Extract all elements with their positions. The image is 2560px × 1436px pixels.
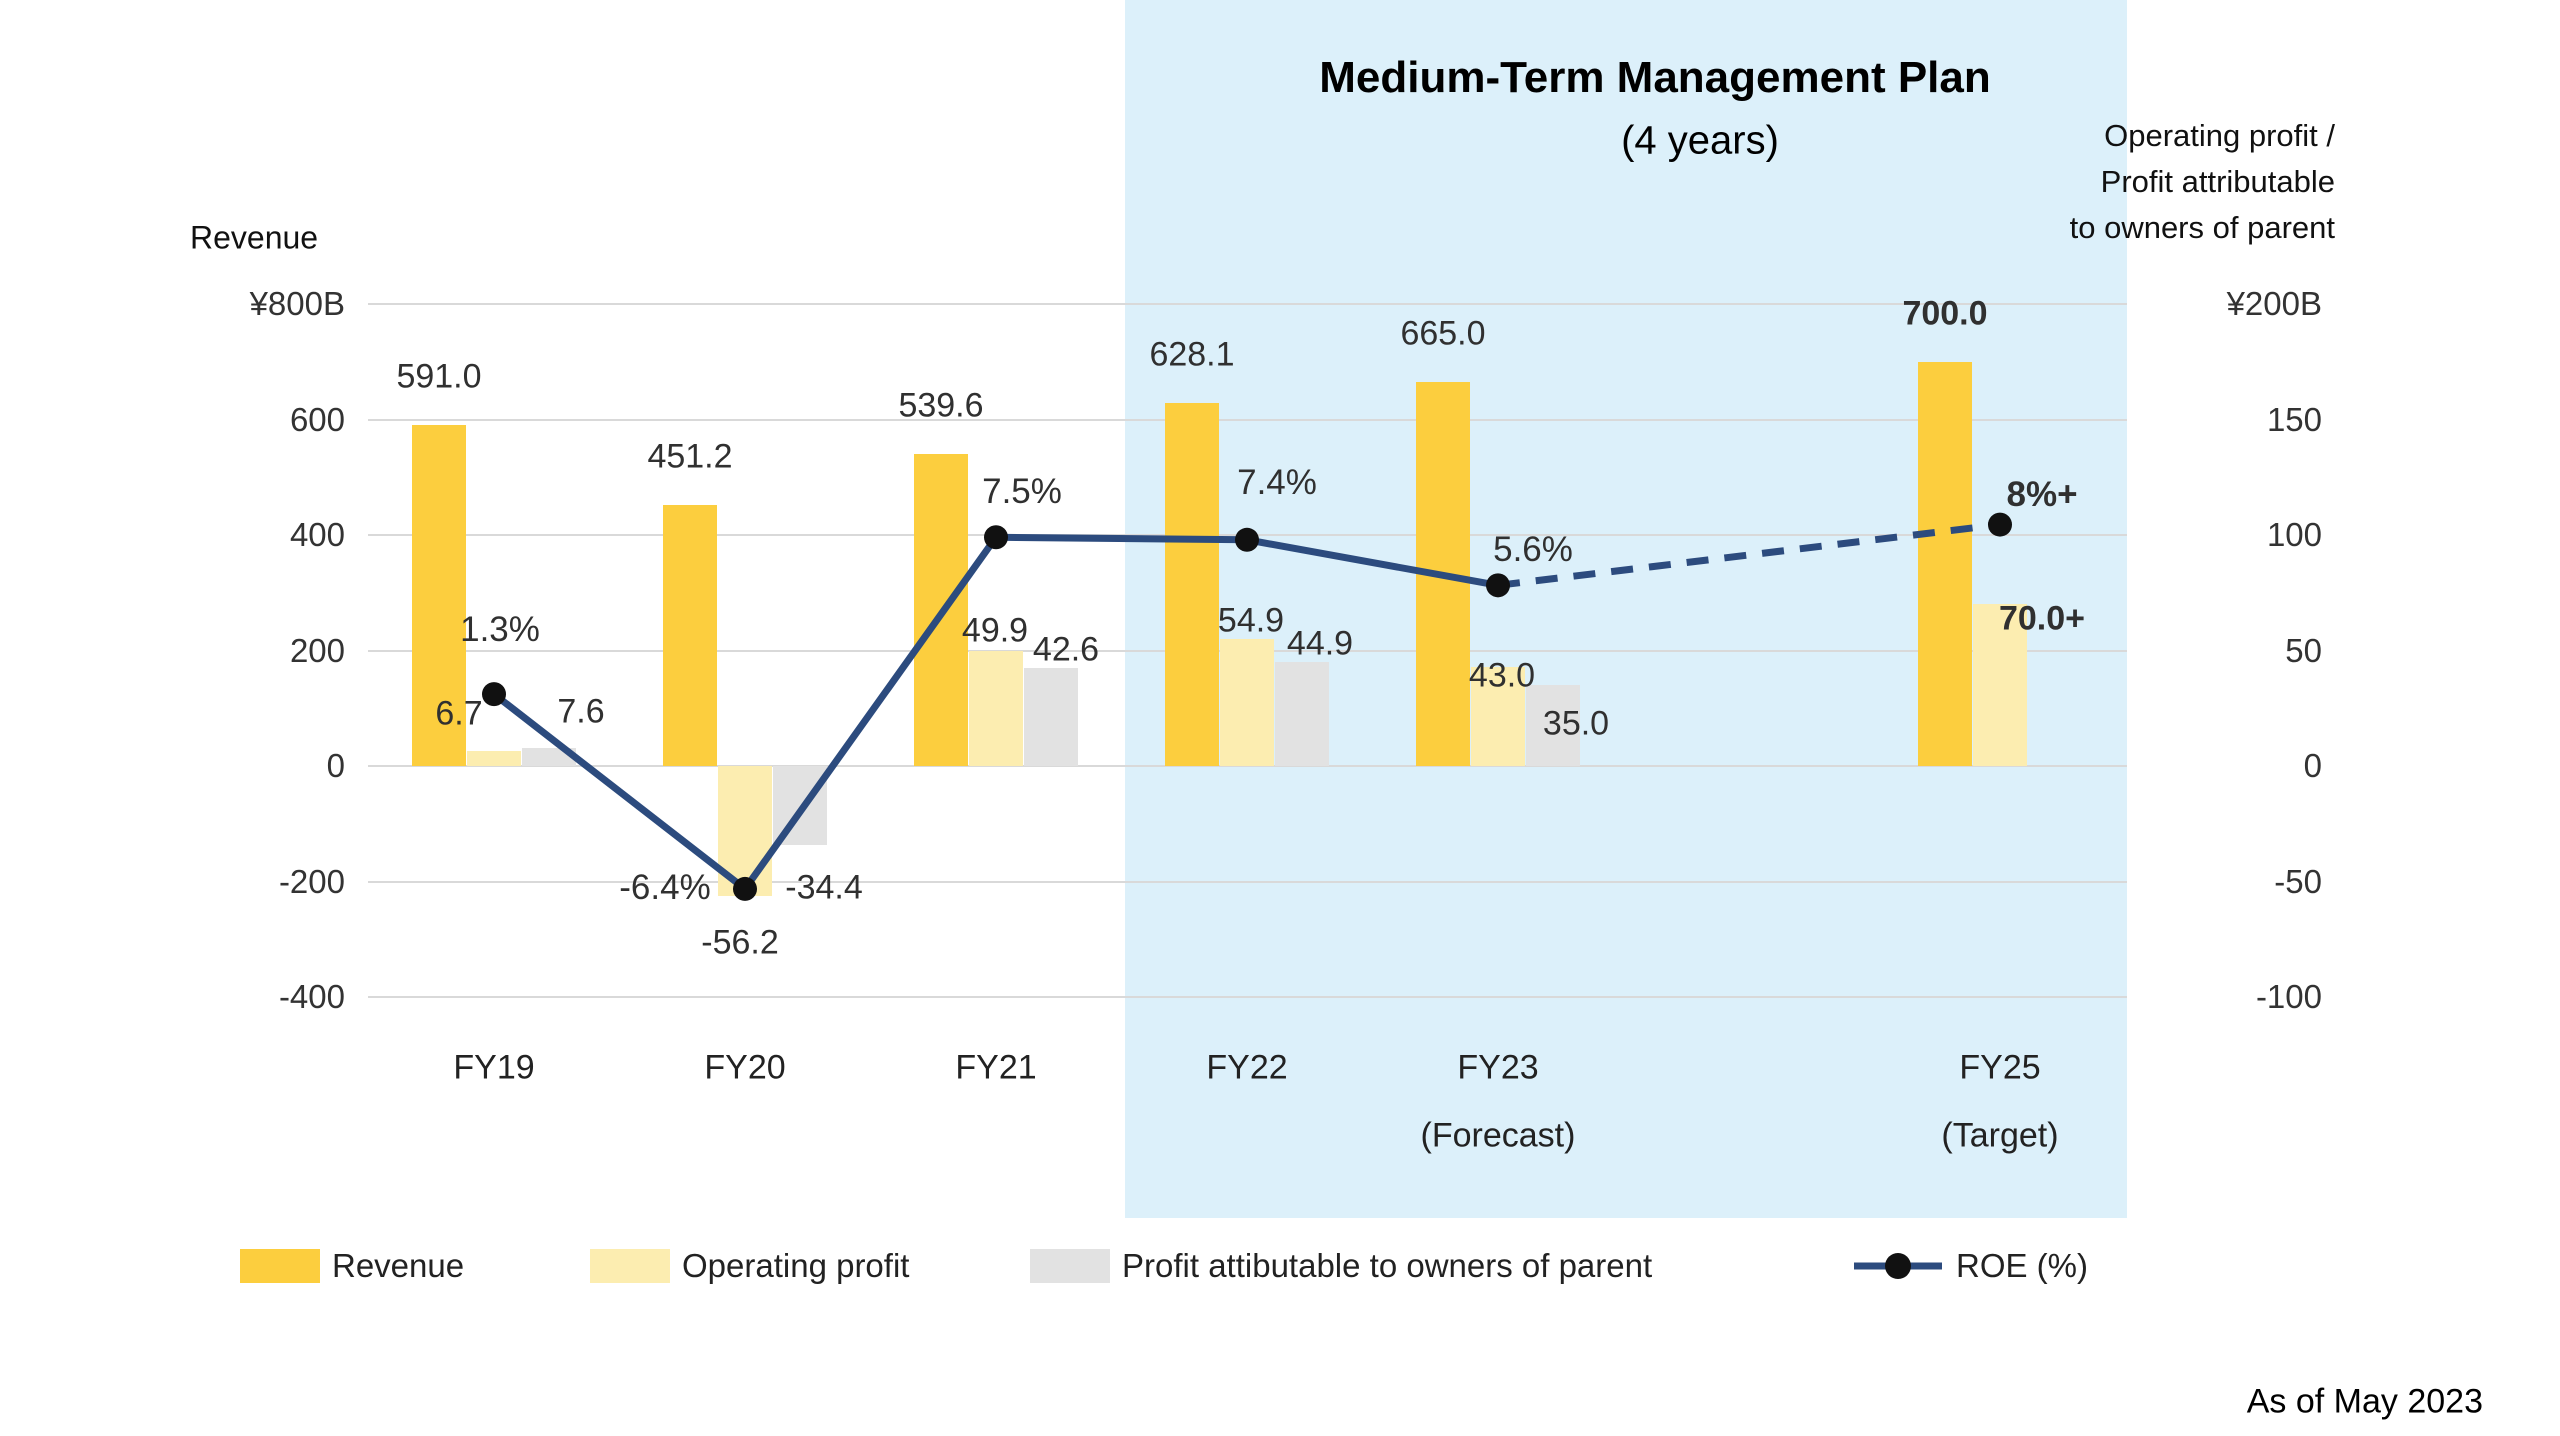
legend-item-roe: ROE (%) xyxy=(1852,1247,2088,1285)
right-axis-tick-200: ¥200B xyxy=(2226,285,2322,322)
legend-label-profit-attributable: Profit attibutable to owners of parent xyxy=(1122,1247,1653,1284)
value-label-operating_profit-FY23: 43.0 xyxy=(1468,656,1536,695)
value-label-revenue-FY20: 451.2 xyxy=(647,437,733,476)
roe-label-FY25: 8%+ xyxy=(2006,474,2078,514)
gridline--200 xyxy=(368,880,2127,883)
revenue-swatch xyxy=(240,1249,320,1283)
gridline-800 xyxy=(368,303,2127,305)
value-label-operating_profit-FY25: 70.0+ xyxy=(1998,599,2086,638)
value-label-profit_attributable-FY21: 42.6 xyxy=(1032,630,1100,669)
bar-revenue-FY22 xyxy=(1165,403,1219,766)
x-label-FY25: FY25 xyxy=(1959,1048,2041,1087)
right-axis-tick-100: 100 xyxy=(2266,516,2322,553)
roe-label-FY20: -6.4% xyxy=(619,867,711,907)
right-axis-tick-0: 0 xyxy=(2303,747,2322,784)
value-label-profit_attributable-FY19: 7.6 xyxy=(557,692,605,731)
right-axis-tick--50: -50 xyxy=(2274,862,2322,900)
value-label-revenue-FY25: 700.0 xyxy=(1902,294,1988,333)
left-axis-tick--200: -200 xyxy=(278,862,345,900)
bar-profit_attributable-FY19 xyxy=(522,748,576,766)
bar-revenue-FY19 xyxy=(412,424,466,766)
x-label-FY20: FY20 xyxy=(704,1048,786,1087)
roe-label-FY21: 7.5% xyxy=(982,472,1062,512)
bar-revenue-FY20 xyxy=(663,505,717,766)
bar-profit_attributable-FY22 xyxy=(1275,662,1329,766)
right-axis-tick-150: 150 xyxy=(2266,400,2322,438)
left-axis-title: Revenue xyxy=(190,219,319,256)
value-label-revenue-FY21: 539.6 xyxy=(898,386,984,425)
legend-label-operating-profit: Operating profit xyxy=(682,1247,910,1284)
legend-label-revenue: Revenue xyxy=(332,1247,465,1284)
gridline-600 xyxy=(368,418,2127,421)
right-axis-note-line2: Profit attributable xyxy=(2100,164,2335,199)
value-label-operating_profit-FY21: 49.9 xyxy=(961,611,1029,650)
bar-operating_profit-FY19 xyxy=(467,750,521,766)
roe-marker-FY19 xyxy=(482,682,506,707)
x-label-FY19: FY19 xyxy=(453,1048,535,1087)
value-label-operating_profit-FY22: 54.9 xyxy=(1217,601,1285,640)
x-sublabel-FY25: (Target) xyxy=(1941,1116,2059,1155)
roe-line-dashed xyxy=(1497,521,2001,589)
bar-revenue-FY25 xyxy=(1918,361,1972,766)
x-label-FY23: FY23 xyxy=(1457,1048,1539,1087)
profit-attributable-swatch xyxy=(1030,1249,1110,1283)
roe-marker-FY23 xyxy=(1486,573,1510,598)
gridline-0 xyxy=(368,765,2127,767)
x-sublabel-FY23: (Forecast) xyxy=(1420,1116,1576,1155)
left-axis-tick-800: ¥800B xyxy=(249,285,345,322)
value-label-operating_profit-FY20: -56.2 xyxy=(701,923,779,962)
plan-subtitle: (4 years) xyxy=(1621,118,1779,163)
right-axis-tick--100: -100 xyxy=(2255,978,2322,1015)
bar-operating_profit-FY23 xyxy=(1471,666,1525,766)
left-axis-tick-0: 0 xyxy=(326,747,345,784)
roe-marker-FY21 xyxy=(984,525,1008,550)
value-label-revenue-FY23: 665.0 xyxy=(1400,314,1486,353)
left-axis-tick-400: 400 xyxy=(289,516,345,553)
roe-label-FY19: 1.3% xyxy=(460,610,540,650)
value-label-revenue-FY19: 591.0 xyxy=(396,357,482,396)
bar-profit_attributable-FY21 xyxy=(1024,667,1078,766)
roe-marker-FY22 xyxy=(1235,527,1259,552)
bar-operating_profit-FY21 xyxy=(969,650,1023,766)
value-label-operating_profit-FY19: 6.7 xyxy=(435,694,483,733)
right-axis-tick-50: 50 xyxy=(2285,631,2322,669)
plan-title: Medium-Term Management Plan xyxy=(1319,53,1991,102)
value-label-profit_attributable-FY22: 44.9 xyxy=(1286,624,1354,663)
legend-item-profit-attributable: Profit attibutable to owners of parent xyxy=(1030,1247,1652,1285)
right-axis-note: Operating profit / Profit attributable t… xyxy=(2070,113,2335,251)
value-label-revenue-FY22: 628.1 xyxy=(1149,335,1235,374)
bar-operating_profit-FY25 xyxy=(1973,604,2027,766)
gridline--400 xyxy=(368,996,2127,998)
right-axis-note-line3: to owners of parent xyxy=(2069,210,2335,245)
legend-item-operating-profit: Operating profit xyxy=(590,1247,909,1285)
x-label-FY22: FY22 xyxy=(1206,1048,1288,1087)
left-axis-tick-600: 600 xyxy=(289,400,345,438)
legend-item-revenue: Revenue xyxy=(240,1247,464,1285)
operating-profit-swatch xyxy=(590,1249,670,1283)
bar-profit_attributable-FY23 xyxy=(1526,685,1580,766)
footnote-as-of-date: As of May 2023 xyxy=(2246,1382,2483,1421)
roe-line-marker-icon xyxy=(1854,1253,1942,1279)
left-axis-tick-200: 200 xyxy=(289,631,345,669)
legend-label-roe: ROE (%) xyxy=(1956,1247,2088,1284)
bar-operating_profit-FY22 xyxy=(1220,639,1274,766)
roe-marker-FY25 xyxy=(1988,512,2012,537)
roe-marker-FY20 xyxy=(733,876,757,901)
right-axis-note-line1: Operating profit / xyxy=(2104,118,2335,153)
value-label-profit_attributable-FY20: -34.4 xyxy=(785,868,863,907)
roe-label-FY22: 7.4% xyxy=(1237,462,1317,502)
value-label-profit_attributable-FY23: 35.0 xyxy=(1542,704,1610,743)
left-axis-tick--400: -400 xyxy=(278,978,345,1015)
roe-label-FY23: 5.6% xyxy=(1493,530,1573,570)
x-label-FY21: FY21 xyxy=(955,1048,1037,1087)
